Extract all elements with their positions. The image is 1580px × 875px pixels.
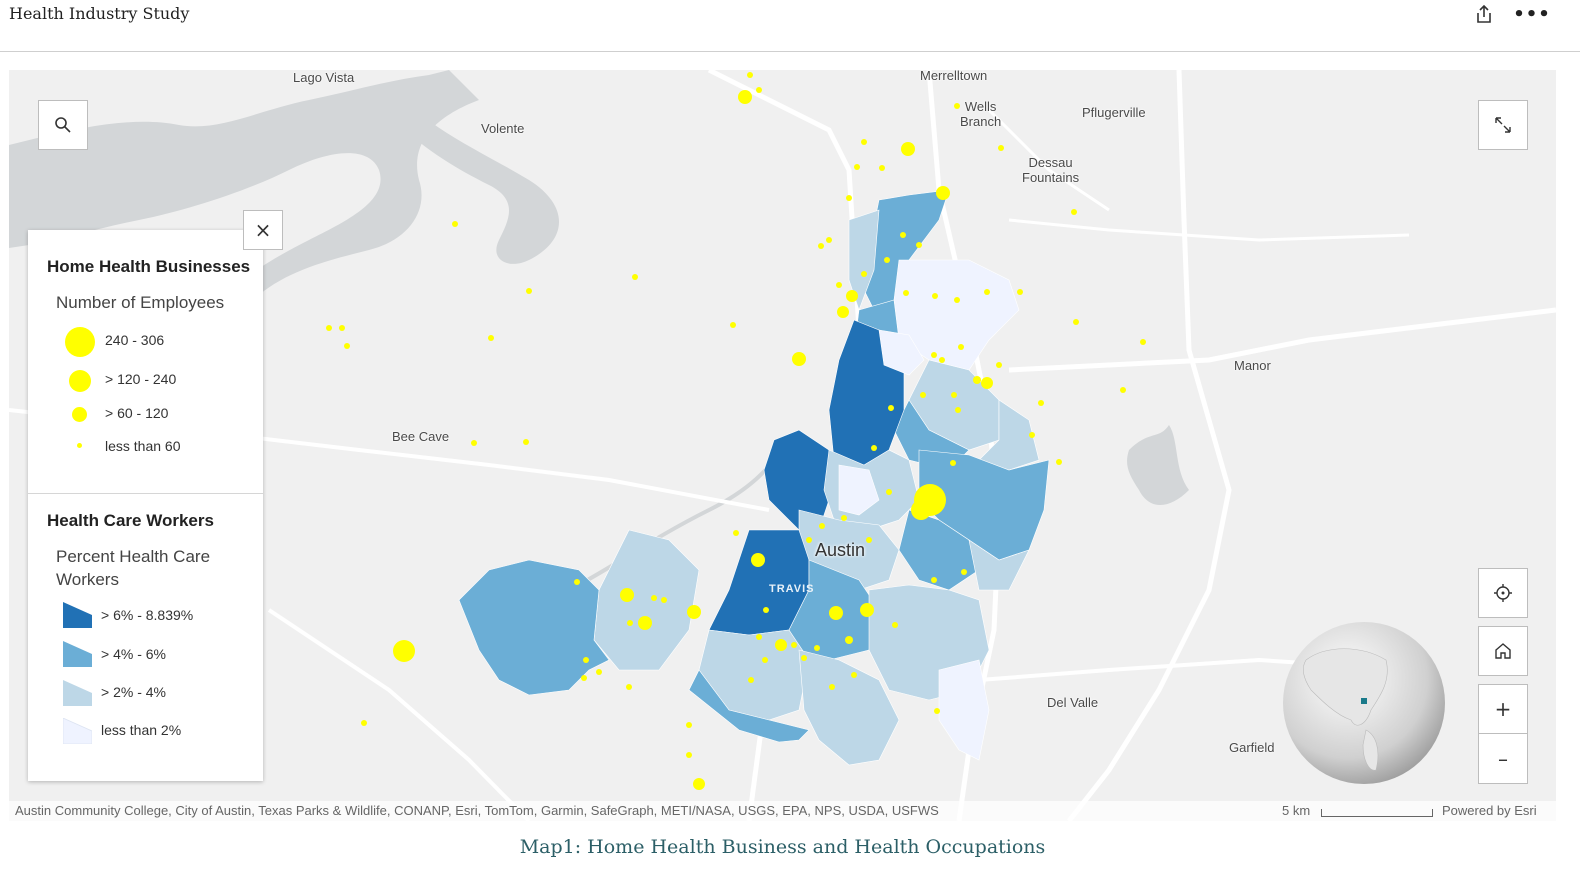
place-label: Lago Vista <box>293 70 355 85</box>
legend-item-label: > 2% - 4% <box>101 684 166 700</box>
tract-east-2 <box>898 509 980 591</box>
legend-divider <box>28 493 263 494</box>
close-icon: × <box>254 218 272 242</box>
legend-item-label: 240 - 306 <box>105 332 165 348</box>
tract-central-3 <box>838 464 880 516</box>
place-label: Del Valle <box>1047 695 1099 710</box>
tract-central-white <box>878 329 925 376</box>
legend-swatch-high <box>63 602 92 628</box>
more-options-icon: ••• <box>1513 3 1551 25</box>
legend-swatch-mid <box>63 641 92 667</box>
attribution-text[interactable]: Austin Community College, City of Austin… <box>15 803 939 818</box>
place-label: Garfield <box>1229 740 1275 755</box>
tract-south-4 <box>798 649 900 766</box>
legend-swatch-low <box>63 680 92 706</box>
water-east <box>1127 425 1189 505</box>
tract-east-3 <box>968 539 1030 591</box>
city-label: Austin <box>815 540 866 560</box>
legend-item-label: > 4% - 6% <box>101 646 166 662</box>
lake-branch <box>389 85 559 264</box>
place-label: Manor <box>1234 358 1271 373</box>
legend-layer2-subtitle: Percent Health Care Workers <box>56 547 211 589</box>
more-options-button[interactable]: ••• <box>1513 2 1550 26</box>
legend-dot-medium <box>69 370 91 392</box>
close-legend-button[interactable]: × <box>243 210 283 250</box>
fullscreen-button[interactable] <box>1478 100 1528 150</box>
legend-item-label: less than 2% <box>101 722 182 738</box>
county-label: TRAVIS <box>769 583 815 595</box>
legend-swatch-lowest <box>63 718 92 744</box>
place-label: Volente <box>481 121 525 136</box>
attribution-bar: Austin Community College, City of Austin… <box>9 801 1556 821</box>
place-label: Merrelltown <box>920 70 988 83</box>
legend-layer2-title: Health Care Workers <box>47 511 214 530</box>
home-icon <box>1495 643 1511 659</box>
locate-icon <box>1494 584 1512 602</box>
legend-layer1-subtitle: Number of Employees <box>56 293 225 312</box>
tract-southwest-large <box>593 529 700 671</box>
place-label: Bee Cave <box>392 429 450 444</box>
share-button[interactable] <box>1470 2 1498 26</box>
tract-southwest <box>688 669 810 743</box>
share-icon <box>1477 4 1491 23</box>
place-label: Dessau Fountains <box>1022 155 1080 185</box>
basemap <box>9 70 1556 821</box>
tract-se-light <box>938 659 990 761</box>
legend-item-label: > 6% - 8.839% <box>101 607 194 623</box>
home-button[interactable] <box>1478 626 1528 676</box>
map-view[interactable]: Lago Vista Volente Merrelltown Wells Bra… <box>9 70 1556 821</box>
tract-far-west <box>458 559 610 696</box>
minus-icon: – <box>1498 746 1508 771</box>
locate-button[interactable] <box>1478 568 1528 618</box>
expand-icon <box>1495 117 1511 133</box>
legend-item-label: > 60 - 120 <box>105 405 169 421</box>
legend-dot-tiny <box>77 443 82 448</box>
place-label: Wells Branch <box>960 99 1002 129</box>
powered-by-link[interactable]: Powered by Esri <box>1442 803 1537 818</box>
legend-layer1-title: Home Health Businesses <box>47 257 251 276</box>
legend-item-label: less than 60 <box>105 438 181 454</box>
legend-item-label: > 120 - 240 <box>105 371 177 387</box>
top-bar: Health Industry Study ••• <box>0 0 1580 52</box>
page-title: Health Industry Study <box>9 4 190 23</box>
zoom-in-button[interactable]: + <box>1478 684 1528 734</box>
lake-travis <box>9 70 479 306</box>
scale-label: 5 km <box>1282 803 1311 818</box>
legend-panel: Home Health Businesses Number of Employe… <box>28 230 263 781</box>
tract-north-3 <box>848 209 880 311</box>
plus-icon: + <box>1494 697 1512 721</box>
business-dots <box>326 72 1146 790</box>
map-caption: Map1: Home Health Business and Health Oc… <box>519 836 1046 858</box>
overview-globe[interactable] <box>1281 620 1447 786</box>
place-label: Pflugerville <box>1082 105 1146 120</box>
legend-dot-large <box>65 327 95 357</box>
zoom-out-button[interactable]: – <box>1478 734 1528 784</box>
legend-dot-small <box>72 407 87 422</box>
search-button[interactable] <box>38 100 88 150</box>
search-icon <box>55 117 71 133</box>
scale-bar <box>1321 809 1433 817</box>
